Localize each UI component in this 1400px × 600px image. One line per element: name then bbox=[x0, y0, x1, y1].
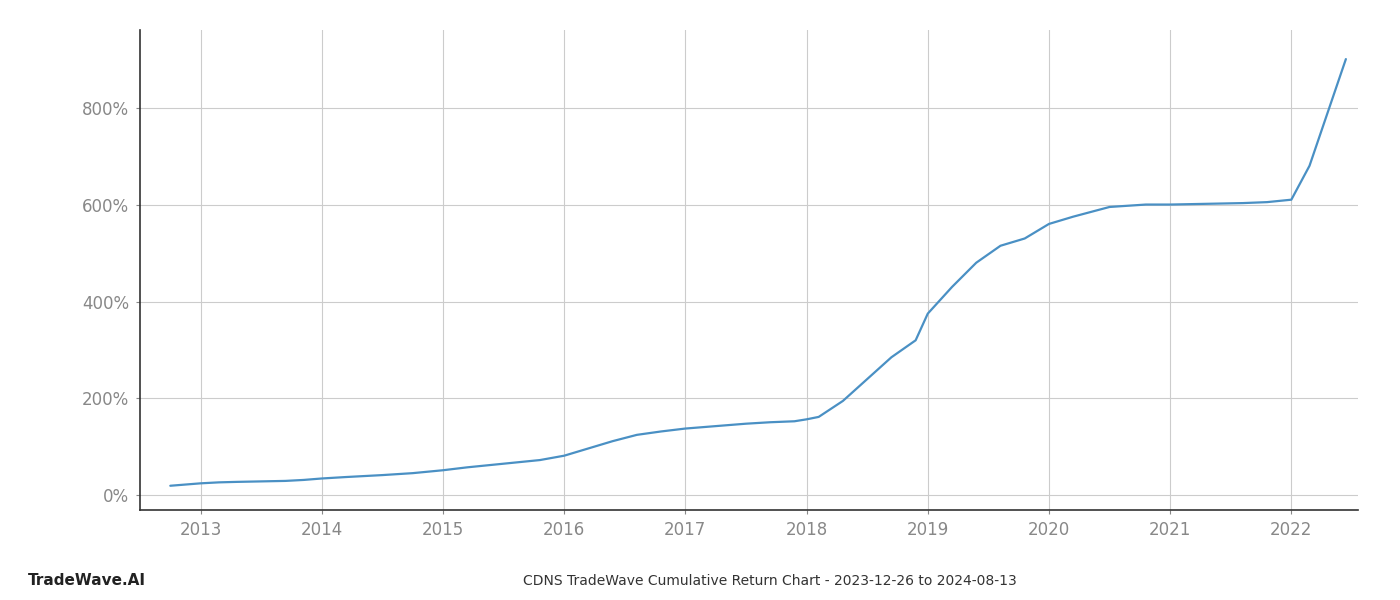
Text: CDNS TradeWave Cumulative Return Chart - 2023-12-26 to 2024-08-13: CDNS TradeWave Cumulative Return Chart -… bbox=[524, 574, 1016, 588]
Text: TradeWave.AI: TradeWave.AI bbox=[28, 573, 146, 588]
